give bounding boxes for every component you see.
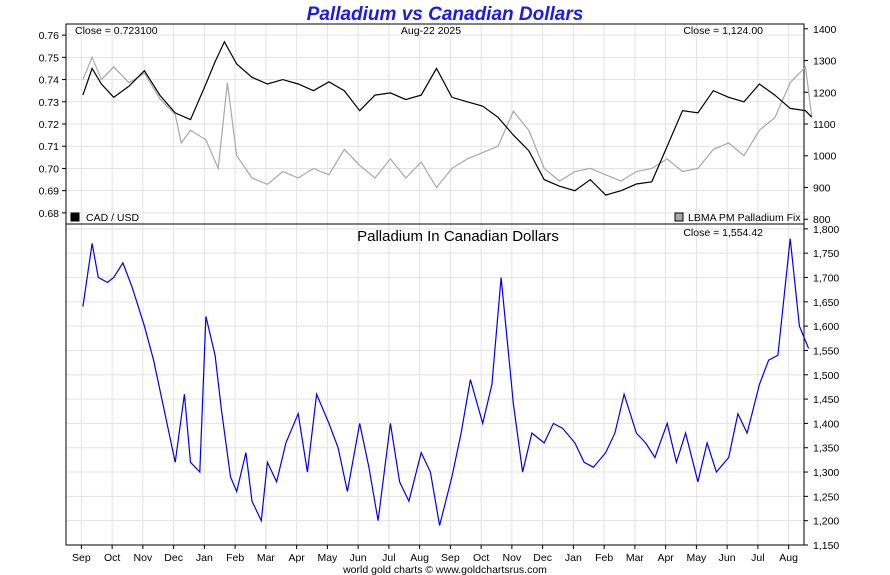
x-tick-label: Mar [257,552,276,564]
x-tick-label: Nov [503,552,522,564]
legend-label-cad: CAD / USD [86,212,140,224]
y-tick-label: 1,500 [813,370,839,382]
x-tick-label: Oct [473,552,489,564]
y-tick-label: 1,200 [813,516,839,528]
y-tick-label: 1,400 [813,418,839,430]
y-right-tick-label: 1400 [813,24,837,36]
y-tick-label: 1,300 [813,467,839,479]
x-tick-label: Aug [779,552,798,564]
y-left-tick-label: 0.73 [39,97,60,109]
legend-swatch-palladium [674,212,684,222]
y-left-tick-label: 0.75 [39,52,60,64]
lower-panel-grid [66,224,804,546]
date-label: Aug-22 2025 [401,25,461,37]
chart-title: Palladium vs Canadian Dollars [307,4,584,25]
y-tick-label: 1,150 [813,540,839,552]
y-left-tick-label: 0.71 [39,141,60,153]
upper-series-lines [82,40,813,196]
y-right-tick-label: 1100 [813,119,836,131]
legend-swatch-cad [70,212,80,222]
y-left-tick-label: 0.70 [39,163,60,175]
y-right-tick-label: 1300 [813,56,837,68]
y-right-tick-label: 900 [813,182,831,194]
y-left-tick-label: 0.74 [39,75,60,87]
x-tick-label: Jun [350,552,367,564]
x-tick-label: Dec [533,552,552,564]
y-left-tick-label: 0.76 [39,30,60,42]
lower-y-axis: 1,150 1,200 1,250 1,300 1,350 1,400 1,450 1,500… [804,224,839,552]
credit-label: world gold charts © www.goldchartsrus.co… [342,564,547,575]
y-left-tick-label: 0.69 [39,186,60,198]
y-tick-label: 1,700 [813,273,839,285]
x-tick-label: Jan [196,552,213,564]
y-left-tick-label: 0.68 [39,208,60,220]
x-tick-label: Aug [410,552,429,564]
upper-y-right-axis: 800 900 1000 1100 1200 1300 1400 [804,24,837,226]
x-tick-label: Oct [104,552,120,564]
x-tick-label: Jul [751,552,764,564]
x-tick-label: Feb [595,552,613,564]
y-right-tick-label: 1000 [813,151,837,163]
lower-series-line [82,238,810,526]
x-tick-label: Sep [72,552,91,564]
y-right-tick-label: 800 [813,214,831,226]
upper-panel-grid [66,24,804,224]
lower-panel-frame [65,223,805,546]
x-tick-label: Dec [164,552,183,564]
close-lower-label: Close = 1,554.42 [683,227,763,239]
y-tick-label: 1,450 [813,394,839,406]
legend-label-palladium: LBMA PM Palladium Fix [688,212,801,224]
y-left-tick-label: 0.72 [39,119,60,131]
y-tick-label: 1,350 [813,443,839,455]
x-tick-label: Jun [719,552,736,564]
y-right-tick-label: 1200 [813,87,837,99]
x-tick-label: Nov [134,552,153,564]
x-tick-label: May [686,552,707,564]
y-tick-label: 1,650 [813,297,839,309]
x-tick-label: Mar [626,552,645,564]
x-tick-label: Apr [657,552,674,564]
y-tick-label: 1,550 [813,345,839,357]
x-tick-label: Feb [226,552,244,564]
x-tick-label: Jul [382,552,395,564]
y-tick-label: 1,600 [813,321,839,333]
close-palladium-label: Close = 1,124.00 [683,25,763,37]
series-line-palladium [82,55,813,189]
series-line-cad-usd [82,40,813,196]
upper-y-left-axis: 0.68 0.69 0.70 0.71 0.72 0.73 0.74 0.75 0.76 [39,30,66,220]
x-tick-label: May [317,552,338,564]
y-tick-label: 1,800 [813,224,839,236]
x-axis: Sep Oct Nov Dec Jan Feb Mar Apr May Jun Jul Aug Sep O… [72,545,798,564]
y-tick-label: 1,250 [813,491,839,503]
close-cad-label: Close = 0.723100 [75,25,158,37]
series-line-palladium-cad [82,238,810,526]
x-tick-label: Jan [565,552,582,564]
y-tick-label: 1,750 [813,248,839,260]
lower-panel-title: Palladium In Canadian Dollars [357,228,559,245]
x-tick-label: Sep [441,552,460,564]
x-tick-label: Apr [288,552,305,564]
